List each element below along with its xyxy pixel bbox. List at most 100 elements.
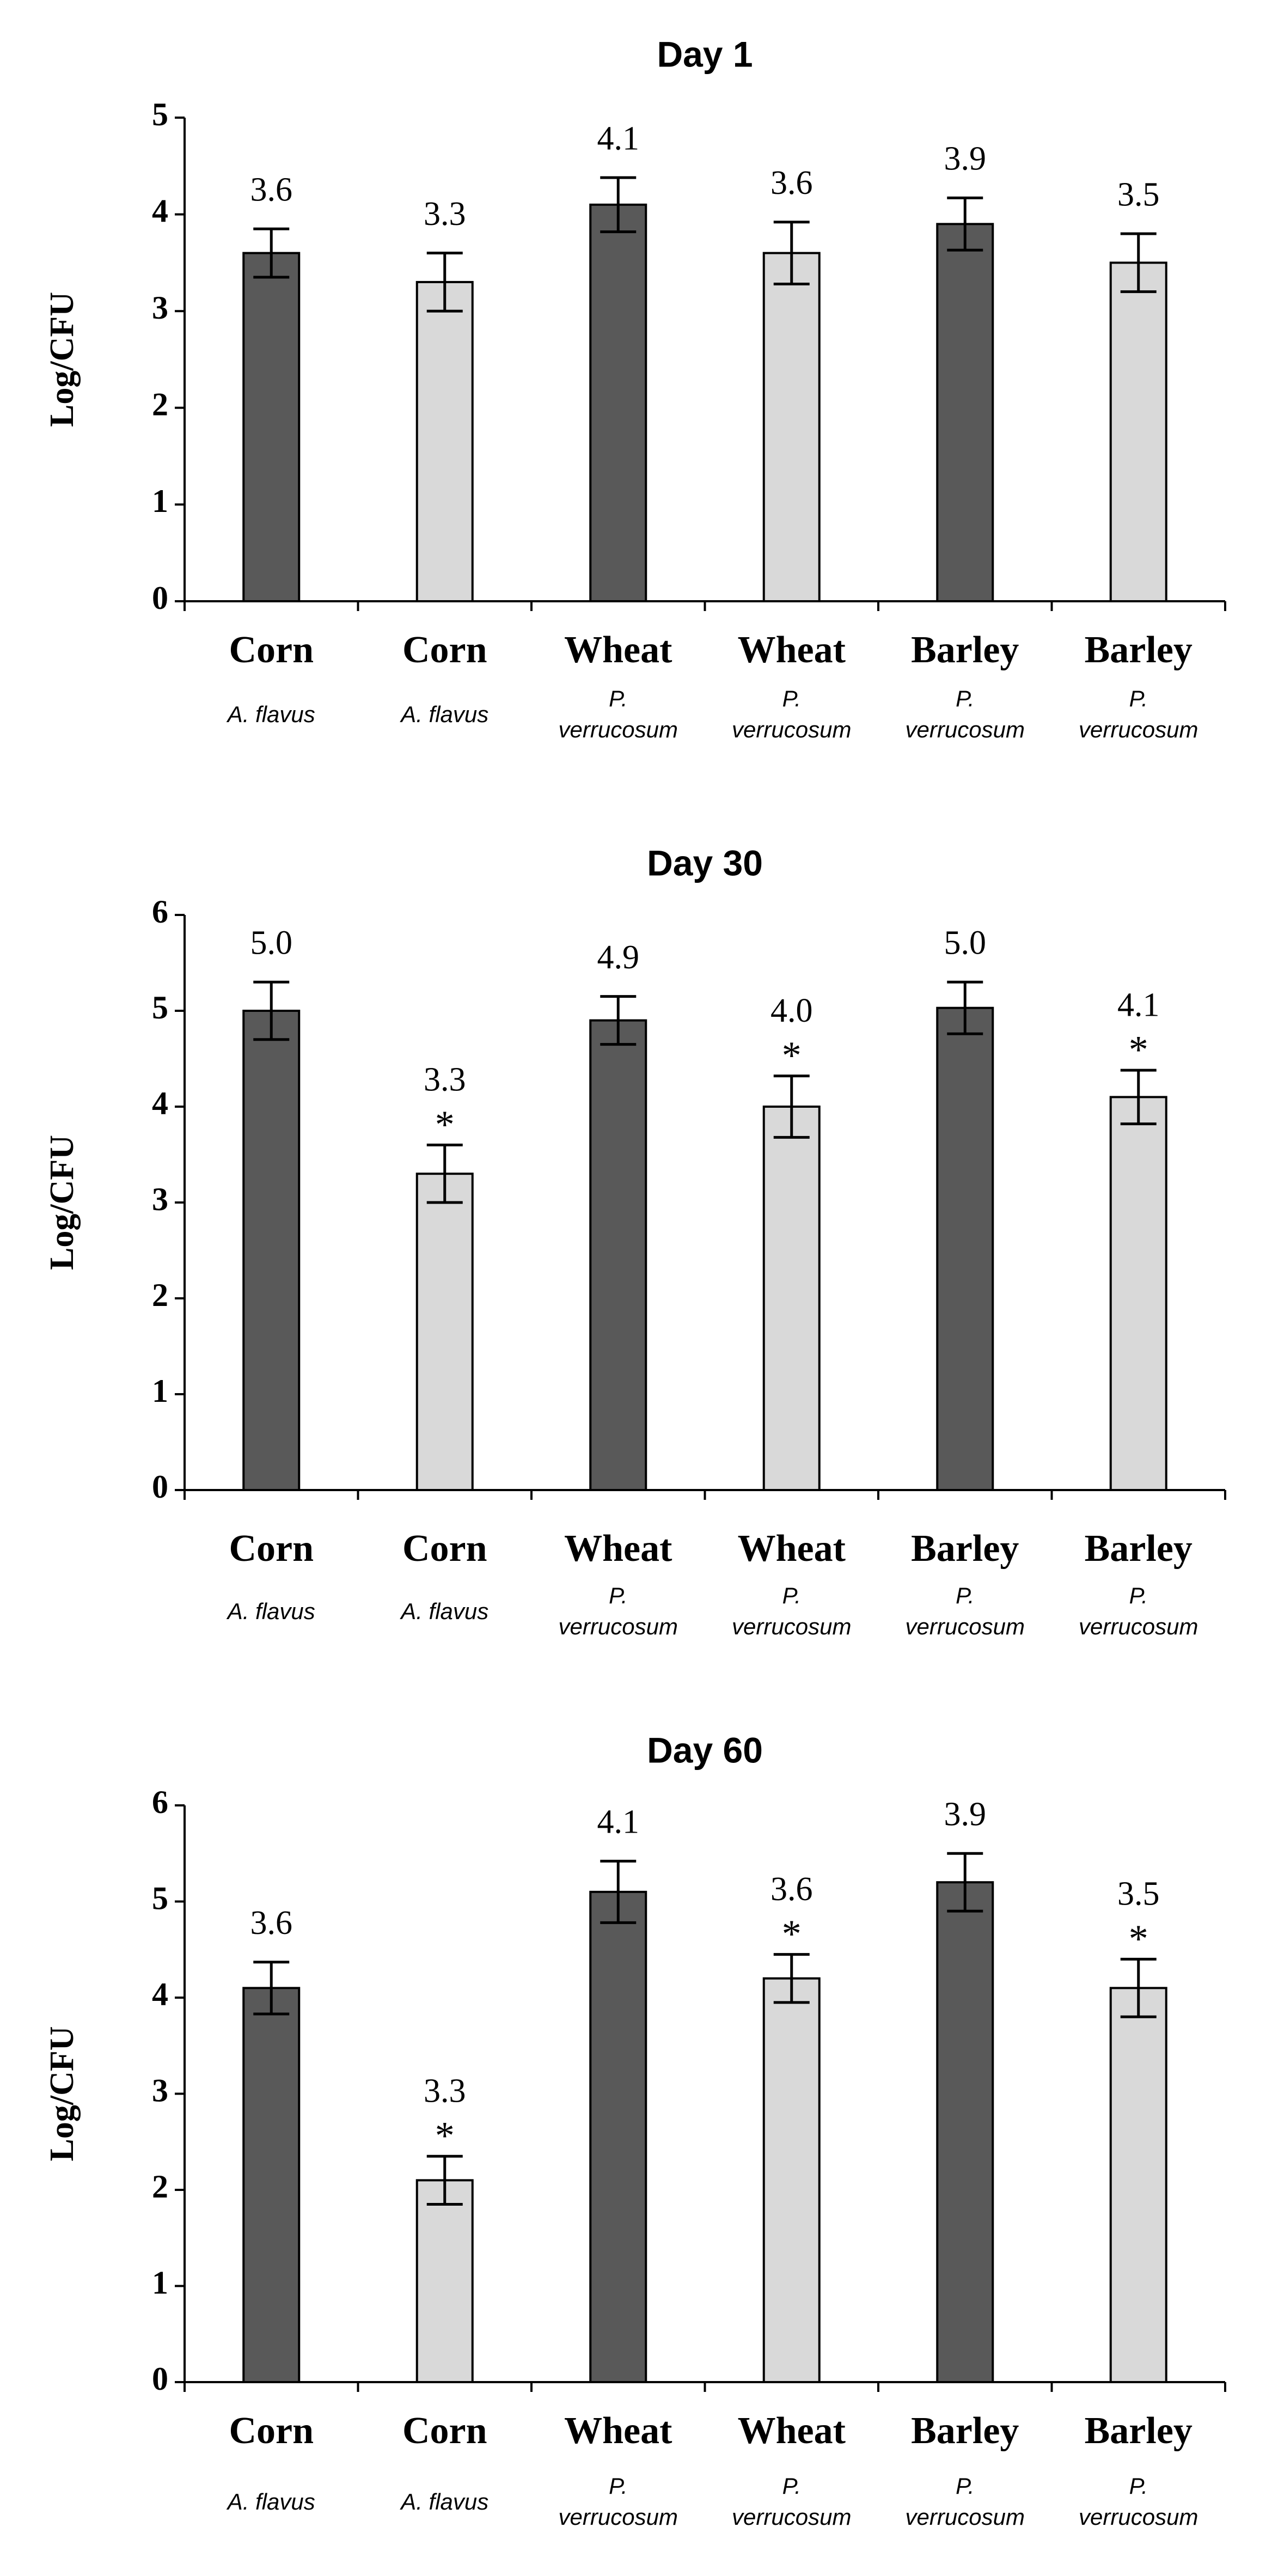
category-subtitle: P. verrucosum	[905, 686, 1025, 742]
x-tick-label: Wheat	[564, 2410, 672, 2452]
bar	[589, 203, 647, 602]
category-subtitle: P. verrucosum	[905, 1583, 1025, 1639]
y-tick-label: 1	[152, 483, 168, 519]
annotation: 3.9	[944, 1796, 987, 1833]
value-label: 3.3	[424, 196, 466, 233]
category-subtitle-box: A. flavus	[227, 701, 315, 727]
x-tick-label: Corn	[402, 1528, 487, 1570]
x-tick-label: Corn	[229, 1528, 314, 1570]
category-subtitle: A. flavus	[401, 701, 489, 727]
annotation: 3.5	[1117, 1876, 1160, 1913]
category-subtitle-box: P. verrucosum	[558, 1583, 678, 1639]
bar	[762, 1106, 821, 1491]
bar	[589, 1890, 647, 2384]
category-subtitle: A. flavus	[227, 2488, 315, 2514]
category-subtitle-box: A. flavus	[401, 701, 489, 727]
error-bar	[773, 1075, 810, 1139]
x-tick-label: Wheat	[738, 1528, 846, 1570]
error-bar	[426, 1143, 463, 1204]
y-tick-label: 5	[152, 990, 168, 1025]
category-subtitle-box: P. verrucosum	[1079, 2473, 1198, 2530]
category-subtitle: P. verrucosum	[732, 1583, 852, 1639]
x-tick-label: Corn	[229, 2410, 314, 2452]
y-tick-label: 0	[152, 580, 168, 616]
bar	[936, 1006, 994, 1491]
value-label: 3.5	[1117, 176, 1160, 213]
y-tick-label: 3	[152, 2072, 168, 2108]
y-tick-label: 0	[152, 2361, 168, 2397]
y-tick-label: 2	[152, 387, 168, 423]
significance-marker: *	[782, 1912, 802, 1956]
bar	[1109, 261, 1167, 602]
value-label: 5.0	[250, 924, 293, 961]
error-bar	[253, 1961, 290, 2016]
y-axis-label: Log/CFU	[44, 1135, 81, 1270]
category-subtitle-box: A. flavus	[401, 2489, 488, 2514]
value-label: 4.9	[597, 939, 640, 976]
category-subtitle: A. flavus	[227, 701, 315, 727]
x-tick-label: Corn	[229, 629, 314, 671]
y-tick-label: 1	[152, 1373, 168, 1409]
x-tick-label: Barley	[911, 629, 1019, 671]
bar	[1109, 1987, 1167, 2384]
category-subtitle-box: P. verrucosum	[905, 686, 1025, 742]
y-tick-label: 6	[152, 894, 168, 930]
error-bar	[600, 995, 637, 1046]
x-tick-label: Barley	[1085, 1528, 1192, 1570]
bar	[936, 1881, 994, 2383]
category-subtitle: A. flavus	[401, 1598, 489, 1624]
error-bar	[600, 176, 637, 234]
y-tick-label: 5	[152, 1880, 168, 1916]
x-tick-label: Barley	[911, 1528, 1019, 1570]
x-tick-label: Barley	[911, 2410, 1019, 2452]
value-label: 4.1	[1117, 986, 1160, 1023]
significance-marker: *	[1129, 1028, 1148, 1072]
error-bar	[426, 2154, 463, 2206]
bar	[242, 252, 301, 602]
value-label: 3.6	[250, 171, 293, 208]
error-bar	[947, 196, 983, 252]
category-subtitle: P. verrucosum	[558, 2473, 678, 2530]
chart-title: Day 30	[647, 843, 763, 883]
x-tick-label: Barley	[1085, 629, 1192, 671]
annotation: 3.6	[250, 1904, 293, 1942]
category-subtitle: P. verrucosum	[558, 1583, 678, 1639]
annotation: 4.1	[597, 1804, 640, 1841]
error-bar	[253, 980, 290, 1041]
category-subtitle-box: P. verrucosum	[558, 2473, 678, 2530]
x-tick-label: Corn	[402, 629, 487, 671]
bar	[415, 280, 474, 602]
category-subtitle-box: A. flavus	[401, 1598, 489, 1624]
y-tick-label: 2	[152, 2169, 168, 2205]
y-tick-label: 3	[152, 1181, 168, 1217]
y-tick-label: 4	[152, 1976, 168, 2012]
y-axis-label: Log/CFU	[44, 292, 81, 427]
bar	[936, 223, 994, 602]
y-tick-label: 4	[152, 1085, 168, 1121]
error-bar	[1120, 232, 1157, 294]
x-tick-label: Wheat	[738, 629, 846, 671]
y-axis-label: Log/CFU	[44, 2026, 81, 2162]
category-subtitle: P. verrucosum	[558, 686, 678, 742]
error-bar	[947, 980, 983, 1035]
category-subtitle: P. verrucosum	[732, 686, 852, 742]
bar	[762, 252, 821, 602]
category-subtitle-box: P. verrucosum	[558, 686, 678, 742]
category-subtitle: P. verrucosum	[1079, 2473, 1198, 2530]
significance-marker: *	[1129, 1917, 1148, 1961]
x-tick-label: Wheat	[564, 629, 672, 671]
error-bar	[253, 227, 290, 279]
y-tick-label: 6	[152, 1784, 168, 1820]
bar	[589, 1019, 647, 1491]
y-tick-label: 3	[152, 290, 168, 326]
y-tick-label: 0	[152, 1469, 168, 1505]
bar	[415, 2179, 474, 2384]
x-tick-label: Wheat	[738, 2410, 846, 2452]
value-label: 5.0	[944, 924, 987, 961]
category-subtitle-box: P. verrucosum	[732, 1583, 852, 1639]
significance-marker: *	[435, 2114, 455, 2158]
error-bar	[1120, 1957, 1157, 2018]
error-bar	[947, 1852, 983, 1913]
category-subtitle: P. verrucosum	[1079, 1583, 1198, 1639]
category-subtitle-box: P. verrucosum	[1079, 1583, 1198, 1639]
